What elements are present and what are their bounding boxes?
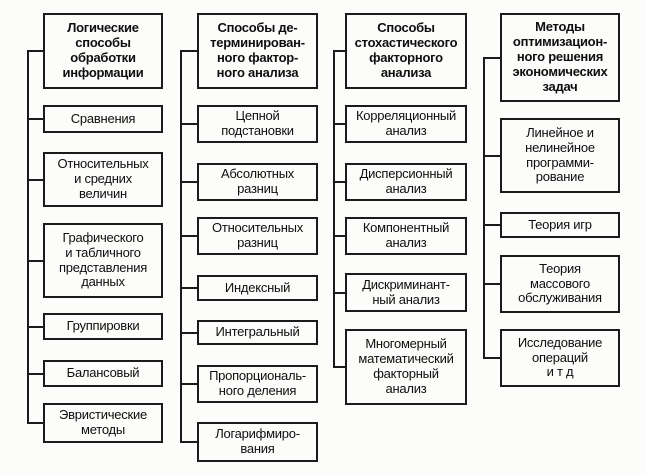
connector-stub-line	[180, 123, 197, 125]
column-stochastic-factor-analysis: Способы стохастического факторного анали…	[333, 0, 467, 475]
node-graphic-tabular-data: Графического и табличного представления …	[43, 223, 163, 298]
node-label: Группировки	[66, 318, 140, 334]
connector-stub-line	[27, 422, 43, 424]
node-correlation-analysis: Корреляционный анализ	[345, 105, 467, 143]
header-logical-processing-methods: Логические способы обработки информации	[43, 13, 163, 89]
connector-trunk-line	[180, 50, 182, 443]
node-multivariate-factor-analysis: Многомерный математический факторный ана…	[345, 329, 467, 405]
connector-stub-line	[27, 178, 43, 181]
connector-stub-line	[483, 56, 500, 59]
node-heuristic-methods: Эвристические методы	[43, 403, 163, 443]
node-label: Сравнения	[70, 110, 136, 126]
column-deterministic-factor-analysis: Способы де- терминирован- ного фактор- н…	[180, 0, 318, 475]
node-label: Пропорциональ- ного деления	[209, 368, 306, 398]
node-label: Методы оптимизацион- ного решения эконом…	[512, 19, 608, 94]
node-label: Графического и табличного представления …	[59, 229, 147, 290]
node-label: Исследование операций и т д	[517, 334, 603, 380]
node-label: Корреляционный анализ	[355, 108, 457, 138]
connector-stub-line	[333, 291, 345, 294]
node-relative-differences: Относительных разниц	[197, 217, 318, 255]
header-stochastic-factor-analysis: Способы стохастического факторного анали…	[345, 13, 467, 89]
connector-stub-line	[180, 441, 197, 443]
node-label: Относительных разниц	[212, 220, 303, 250]
node-label: Логические способы обработки информации	[62, 20, 144, 80]
node-component-analysis: Компонентный анализ	[345, 217, 467, 255]
node-proportional-division: Пропорциональ- ного деления	[197, 365, 318, 403]
connector-stub-line	[180, 181, 197, 183]
node-game-theory: Теория игр	[500, 212, 620, 238]
node-label: Способы стохастического факторного анали…	[354, 20, 458, 80]
node-label: Способы де- терминирован- ного фактор- н…	[210, 20, 305, 80]
node-label: Цепной подстановки	[221, 108, 294, 138]
connector-stub-line	[483, 283, 500, 285]
node-operations-research: Исследование операций и т д	[500, 329, 620, 387]
node-comparison: Сравнения	[43, 105, 163, 133]
column-optimization-methods: Методы оптимизацион- ного решения эконом…	[483, 0, 620, 475]
connector-stub-line	[27, 118, 43, 120]
node-label: Интегральный	[215, 324, 300, 340]
node-label: Компонентный анализ	[362, 220, 450, 250]
connector-stub-line	[180, 383, 197, 385]
node-label: Многомерный математический факторный ана…	[358, 336, 454, 396]
connector-stub-line	[27, 50, 43, 52]
node-grouping: Группировки	[43, 313, 163, 340]
node-queueing-theory: Теория массового обслуживания	[500, 255, 620, 313]
node-dispersion-analysis: Дисперсионный анализ	[345, 163, 467, 201]
connector-stub-line	[180, 235, 197, 237]
connector-stub-line	[180, 50, 197, 52]
node-label: Индексный	[224, 279, 291, 295]
connector-trunk-line	[483, 56, 485, 359]
node-integral-method: Интегральный	[197, 320, 318, 345]
header-deterministic-factor-analysis: Способы де- терминирован- ного фактор- н…	[197, 13, 318, 89]
node-linear-nonlinear-programming: Линейное и нелинейное программи- рование	[500, 118, 620, 193]
node-discriminant-analysis: Дискриминант- ный анализ	[345, 273, 467, 312]
connector-stub-line	[333, 235, 345, 237]
connector-stub-line	[333, 50, 345, 52]
connector-stub-line	[180, 331, 197, 334]
node-label: Логарифмиро- вания	[215, 426, 300, 456]
connector-stub-line	[483, 224, 500, 226]
node-index-method: Индексный	[197, 275, 318, 301]
node-label: Линейное и нелинейное программи- рование	[525, 124, 595, 185]
connector-stub-line	[27, 325, 43, 328]
connector-trunk-line	[27, 50, 29, 424]
node-chain-substitution: Цепной подстановки	[197, 105, 318, 143]
connector-stub-line	[180, 287, 197, 289]
connector-stub-line	[333, 123, 345, 125]
node-label: Теория массового обслуживания	[518, 260, 602, 306]
column-logical-processing-methods: Логические способы обработки информации …	[27, 0, 163, 475]
connector-stub-line	[483, 154, 500, 157]
node-label: Балансовый	[66, 365, 140, 381]
connector-stub-line	[27, 372, 43, 375]
connector-stub-line	[27, 259, 43, 262]
header-optimization-methods: Методы оптимизацион- ного решения эконом…	[500, 13, 620, 102]
node-absolute-differences: Абсолютных разниц	[197, 163, 318, 201]
connector-stub-line	[333, 366, 345, 368]
node-label: Теория игр	[528, 216, 592, 232]
node-balance-method: Балансовый	[43, 360, 163, 387]
node-label: Дисперсионный анализ	[359, 166, 453, 196]
connector-trunk-line	[333, 50, 335, 368]
connector-stub-line	[483, 357, 500, 359]
node-relative-average-values: Относительных и средних величин	[43, 152, 163, 207]
node-logarithm-method: Логарифмиро- вания	[197, 422, 318, 462]
connector-stub-line	[333, 181, 345, 183]
node-label: Дискриминант- ный анализ	[362, 276, 450, 307]
node-label: Относительных и средних величин	[57, 156, 149, 201]
node-label: Эвристические методы	[59, 407, 147, 437]
node-label: Абсолютных разниц	[220, 166, 295, 196]
